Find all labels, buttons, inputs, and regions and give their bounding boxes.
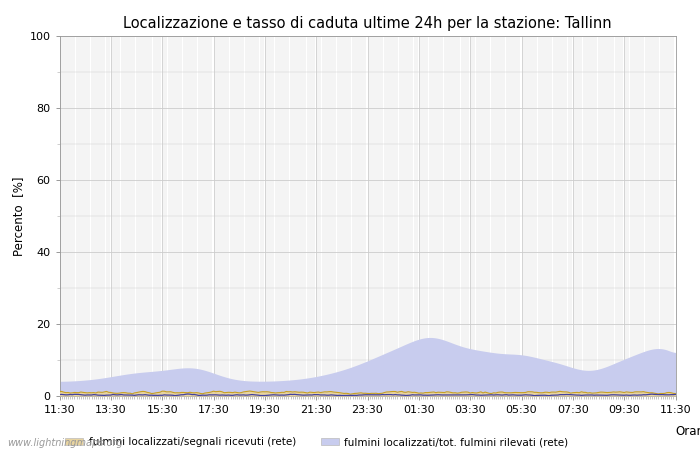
- Title: Localizzazione e tasso di caduta ultime 24h per la stazione: Tallinn: Localizzazione e tasso di caduta ultime …: [123, 16, 612, 31]
- Text: www.lightningmaps.org: www.lightningmaps.org: [7, 438, 122, 448]
- Y-axis label: Percento  [%]: Percento [%]: [13, 176, 25, 256]
- Text: Orario: Orario: [676, 425, 700, 438]
- Legend: fulmini localizzati/segnali ricevuti (rete), fulmini localizzati/segnali ricevut: fulmini localizzati/segnali ricevuti (re…: [64, 437, 581, 450]
